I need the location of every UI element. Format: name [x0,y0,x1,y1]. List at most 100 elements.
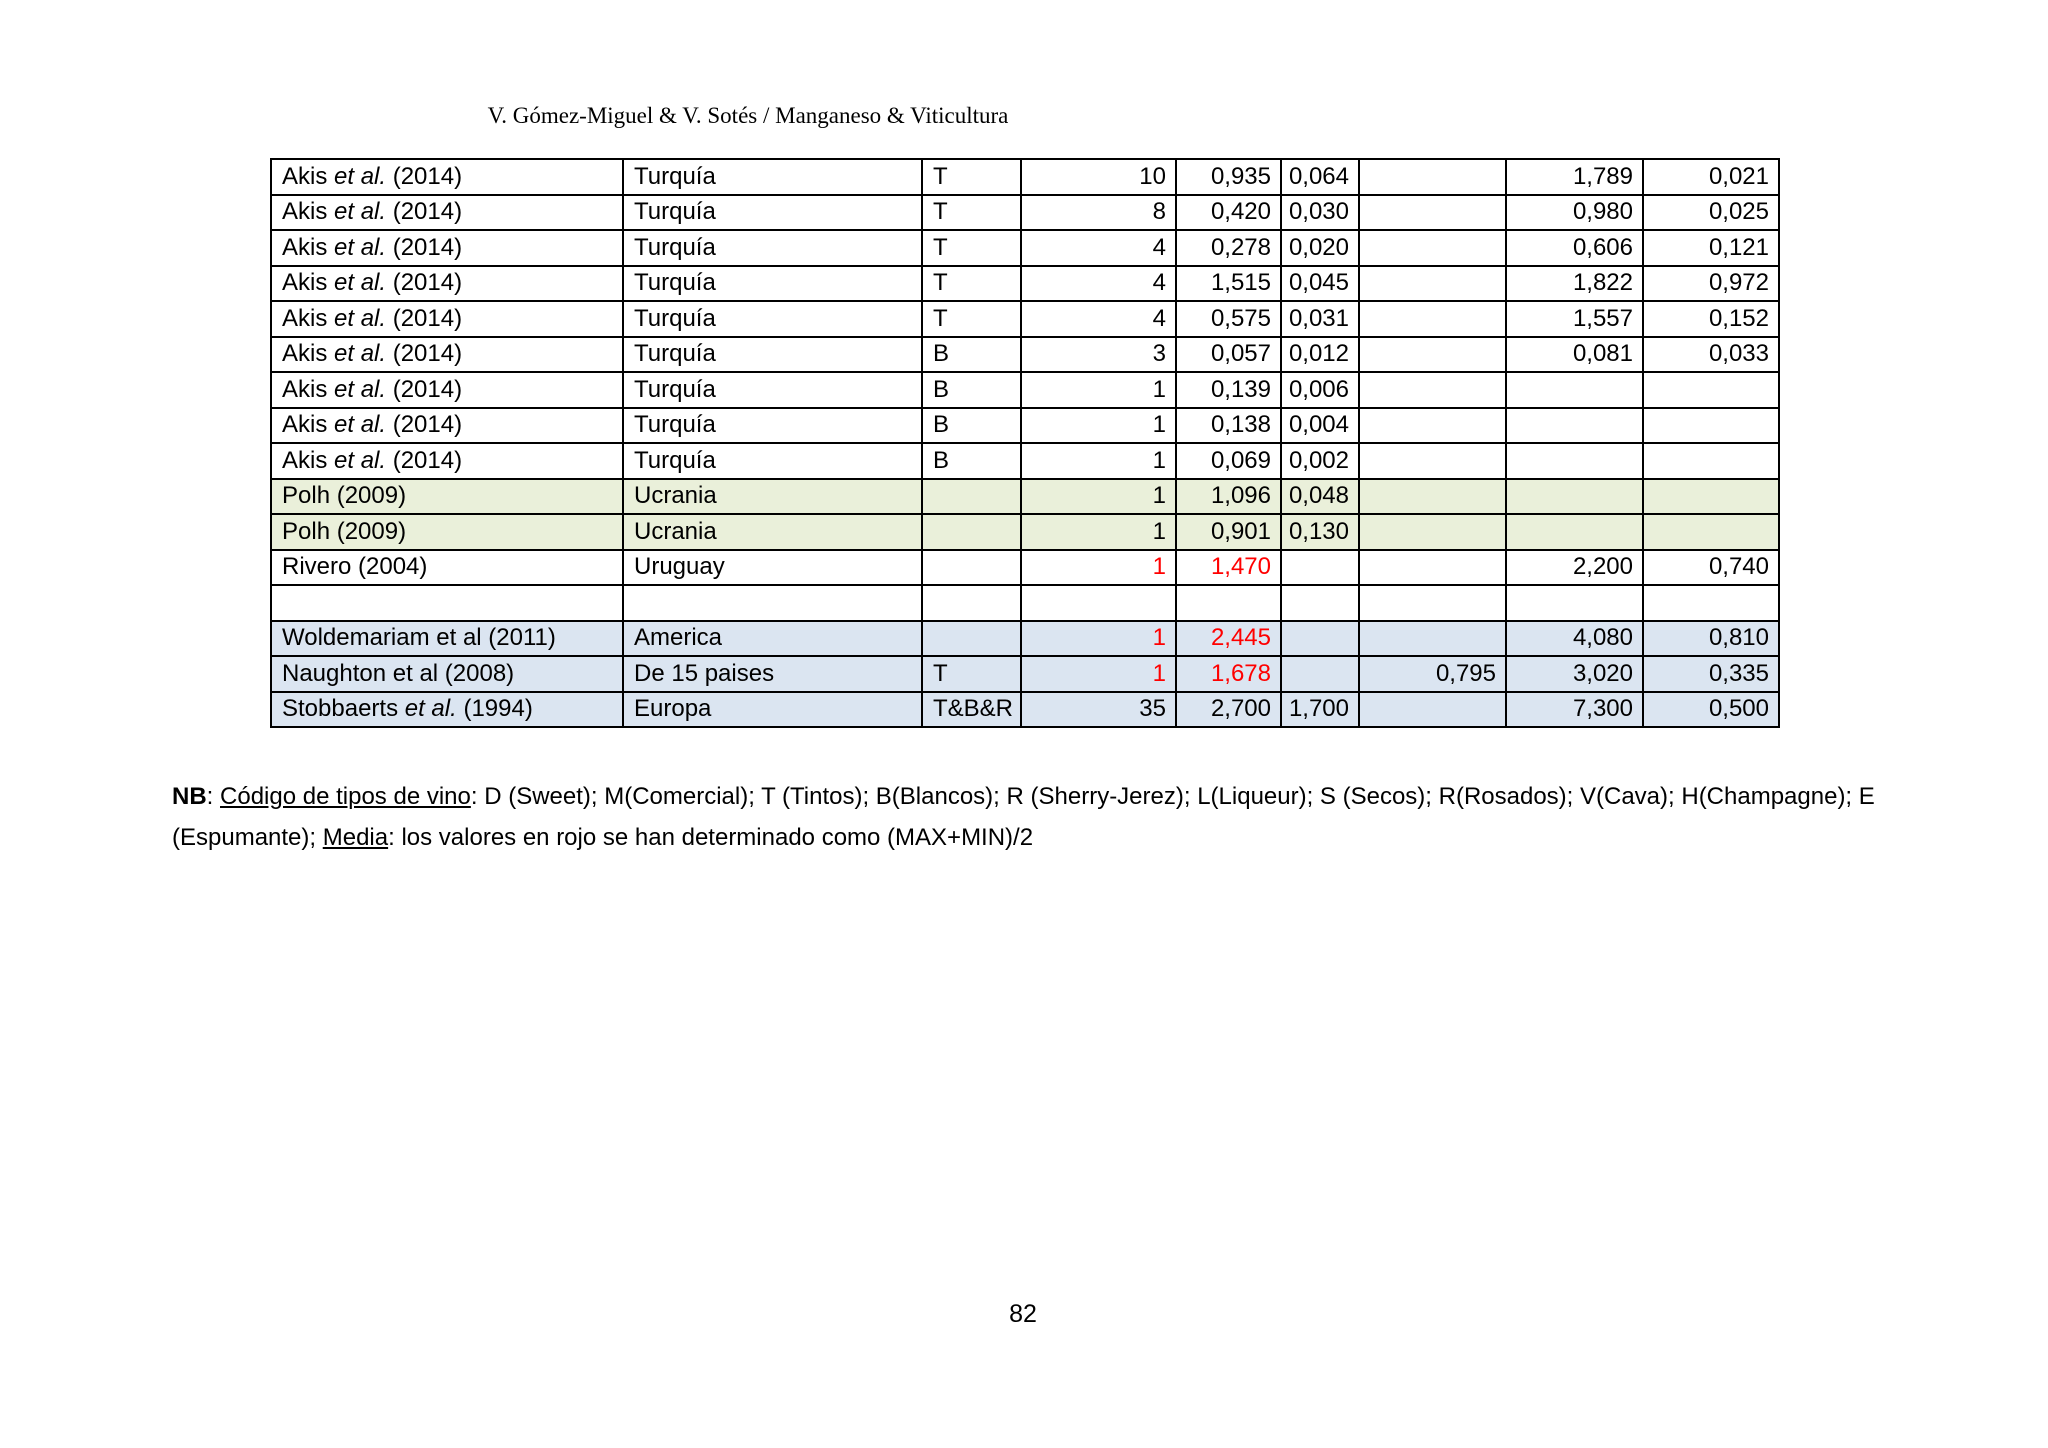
table-cell-country: Turquía [622,371,923,409]
table-cell-v1: 0,420 [1175,193,1282,231]
table-cell-ref: Akis et al. (2014) [270,300,624,338]
table-cell-v5: 0,121 [1642,229,1780,267]
table-cell-v4: 1,557 [1505,300,1644,338]
table-cell-v4 [1505,371,1644,409]
table-cell-v2 [1280,548,1360,586]
table-cell-n: 4 [1020,264,1177,302]
table-cell-type [921,619,1022,657]
table-cell-type: T [921,229,1022,267]
table-cell-v3 [1358,513,1507,551]
table-cell-type: T [921,158,1022,196]
table-cell-country: Turquía [622,406,923,444]
table-cell-n: 8 [1020,193,1177,231]
table-cell-n: 3 [1020,335,1177,373]
table-cell-country: Ucrania [622,477,923,515]
table-cell-v2: 0,130 [1280,513,1360,551]
table-row: Polh (2009) Ucrania 1 1,096 0,048 [270,477,1780,515]
table-row: Akis et al. (2014) Turquía T 4 0,575 0,031 1,5… [270,300,1780,338]
table-cell-v1: 1,096 [1175,477,1282,515]
table-row: Stobbaerts et al. (1994) Europa T&B&R 35 2,7… [270,690,1780,728]
table-cell-v5 [1642,513,1780,551]
table-cell-v4: 2,200 [1505,548,1644,586]
table-cell-v5: 0,025 [1642,193,1780,231]
table-cell-v5 [1642,477,1780,515]
table-cell-country: Turquía [622,300,923,338]
running-header: V. Gómez-Miguel & V. Sotés / Manganeso &… [487,103,1009,128]
table-cell-country: Turquía [622,442,923,480]
table-cell-ref: Akis et al. (2014) [270,229,624,267]
table-cell-v2: 0,020 [1280,229,1360,267]
table-row: Woldemariam et al (2011) America 1 2,445 4,0… [270,619,1780,657]
table-cell-v1: 0,278 [1175,229,1282,267]
table-cell-country: Turquía [622,158,923,196]
table-cell-country: Ucrania [622,513,923,551]
table-cell-v2: 1,700 [1280,690,1360,728]
table-cell-v1: 2,700 [1175,690,1282,728]
table-cell-v4: 0,081 [1505,335,1644,373]
table-cell-v2 [1280,655,1360,693]
table-cell-v3 [1358,229,1507,267]
table-cell-v5 [1642,371,1780,409]
table-cell-ref: Stobbaerts et al. (1994) [270,690,624,728]
table-cell-v4: 1,789 [1505,158,1644,196]
table-cell-ref: Naughton et al (2008) [270,655,624,693]
table-cell-country: Turquía [622,193,923,231]
table-cell-v4 [1505,513,1644,551]
table-cell-v4 [1505,406,1644,444]
table-cell-v3 [1358,193,1507,231]
table-cell-type: T [921,264,1022,302]
table-cell-v5 [1642,442,1780,480]
table-row: Akis et al. (2014) Turquía T 4 1,515 0,045 1,8… [270,264,1780,302]
table-cell-v1: 0,057 [1175,335,1282,373]
table-cell-v3 [1358,158,1507,196]
table-cell-v3 [1358,477,1507,515]
table-cell-v4: 0,980 [1505,193,1644,231]
table-cell-v3 [1358,300,1507,338]
table-cell-ref: Akis et al. (2014) [270,335,624,373]
table-cell-type: T [921,300,1022,338]
table-row: Akis et al. (2014) Turquía B 3 0,057 0,012 0,0… [270,335,1780,373]
table-cell-v2 [1280,619,1360,657]
table-cell-v4: 4,080 [1505,619,1644,657]
table-cell-v1: 0,139 [1175,371,1282,409]
table-cell-n: 35 [1020,690,1177,728]
table-cell-v4: 3,020 [1505,655,1644,693]
table-cell-type: B [921,406,1022,444]
table-cell-v5: 0,021 [1642,158,1780,196]
table-cell-v4: 7,300 [1505,690,1644,728]
table-cell-v3 [1358,264,1507,302]
table-cell-v4 [1505,477,1644,515]
table-cell-ref [270,584,624,622]
table-cell-n: 1 [1020,548,1177,586]
table-cell-v3 [1358,335,1507,373]
table-cell-v5: 0,972 [1642,264,1780,302]
table-row: Polh (2009) Ucrania 1 0,901 0,130 [270,513,1780,551]
table-cell-type: T&B&R [921,690,1022,728]
table-cell-n: 10 [1020,158,1177,196]
table-cell-ref: Akis et al. (2014) [270,158,624,196]
table-cell-v3 [1358,442,1507,480]
table-cell-v1: 0,935 [1175,158,1282,196]
table-row: Akis et al. (2014) Turquía T 10 0,935 0,064 1,… [270,158,1780,196]
table-cell-v4 [1505,442,1644,480]
table-row: Akis et al. (2014) Turquía T 8 0,420 0,030 0,9… [270,193,1780,231]
table-cell-v1: 1,515 [1175,264,1282,302]
table-cell-v2: 0,002 [1280,442,1360,480]
table-cell-v5: 0,500 [1642,690,1780,728]
table-cell-country: Turquía [622,229,923,267]
table-cell-type [921,548,1022,586]
table-cell-v3 [1358,406,1507,444]
table-row: Akis et al. (2014) Turquía T 4 0,278 0,020 0,6… [270,229,1780,267]
table-cell-country: Europa [622,690,923,728]
table-cell-country: Turquía [622,335,923,373]
table-cell-type [921,477,1022,515]
table-cell-v2: 0,064 [1280,158,1360,196]
table-cell-n: 1 [1020,655,1177,693]
table-cell-v1: 0,901 [1175,513,1282,551]
table-cell-v3 [1358,619,1507,657]
table-cell-v2: 0,030 [1280,193,1360,231]
table-cell-v1: 1,678 [1175,655,1282,693]
table-row: Akis et al. (2014) Turquía B 1 0,138 0,004 [270,406,1780,444]
table-cell-n: 1 [1020,442,1177,480]
